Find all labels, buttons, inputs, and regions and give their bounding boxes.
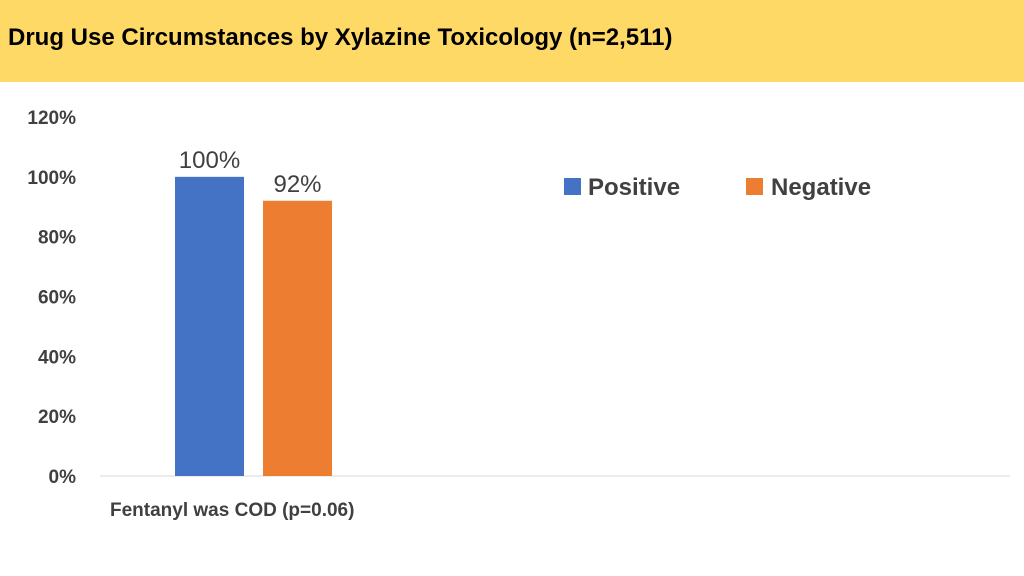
legend-swatch-negative — [746, 178, 763, 195]
y-tick-label: 60% — [38, 288, 76, 309]
y-axis-ticks: 0% 20% 40% 60% 80% 100% 120% — [27, 108, 76, 488]
y-tick-label: 80% — [38, 228, 76, 249]
y-tick-label: 100% — [27, 168, 76, 189]
y-tick-label: 40% — [38, 347, 76, 368]
legend-label-positive: Positive — [588, 174, 680, 201]
bar-negative — [263, 200, 332, 476]
legend-swatch-positive — [564, 178, 581, 195]
bars — [175, 176, 332, 477]
y-tick-label: 20% — [38, 407, 76, 428]
y-tick-label: 120% — [27, 108, 76, 129]
y-tick-label: 0% — [49, 467, 77, 488]
legend-label-negative: Negative — [771, 174, 871, 201]
data-label-negative: 92% — [273, 171, 321, 198]
legend: Positive Negative — [564, 174, 871, 201]
bar-positive — [175, 176, 244, 477]
chart-title: Drug Use Circumstances by Xylazine Toxic… — [8, 24, 673, 51]
category-labels: Fentanyl was COD (p=0.06) — [110, 500, 354, 521]
title-bar: Drug Use Circumstances by Xylazine Toxic… — [0, 0, 1024, 82]
category-label: Fentanyl was COD (p=0.06) — [110, 500, 354, 521]
data-labels: 100% 92% — [179, 147, 322, 198]
data-label-positive: 100% — [179, 147, 240, 174]
